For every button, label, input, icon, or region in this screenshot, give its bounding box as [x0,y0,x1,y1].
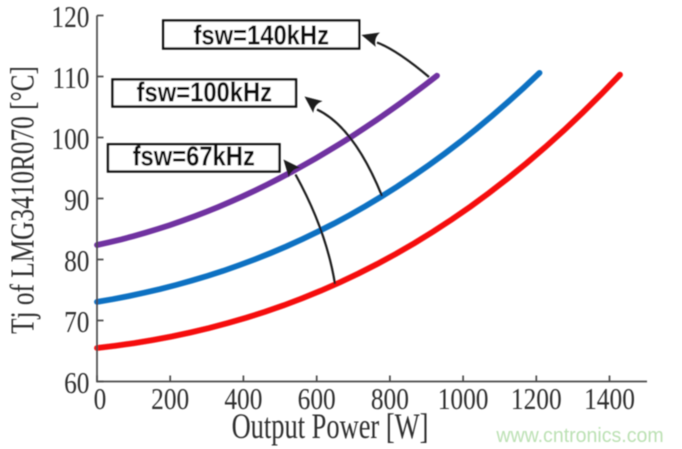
svg-text:0: 0 [94,383,107,417]
svg-text:110: 110 [52,62,89,96]
svg-text:100: 100 [51,123,89,157]
svg-text:fsw=67kHz: fsw=67kHz [133,142,255,172]
svg-text:800: 800 [371,383,409,417]
svg-text:1200: 1200 [511,383,562,417]
svg-text:70: 70 [64,306,89,340]
svg-text:fsw=100kHz: fsw=100kHz [137,78,272,108]
svg-text:120: 120 [51,1,89,35]
svg-text:80: 80 [64,245,89,279]
svg-text:200: 200 [151,383,189,417]
svg-text:60: 60 [64,367,89,401]
svg-text:Output Power [W]: Output Power [W] [232,406,429,446]
svg-text:400: 400 [224,383,262,417]
svg-text:90: 90 [64,184,89,218]
svg-text:www.cntronics.com: www.cntronics.com [495,425,663,447]
svg-text:1400: 1400 [584,383,635,417]
svg-text:1000: 1000 [438,383,489,417]
svg-text:600: 600 [298,383,336,417]
svg-text:fsw=140kHz: fsw=140kHz [193,21,328,51]
svg-text:Tj of LMG3410R070 [°C]: Tj of LMG3410R070 [°C] [4,66,41,334]
